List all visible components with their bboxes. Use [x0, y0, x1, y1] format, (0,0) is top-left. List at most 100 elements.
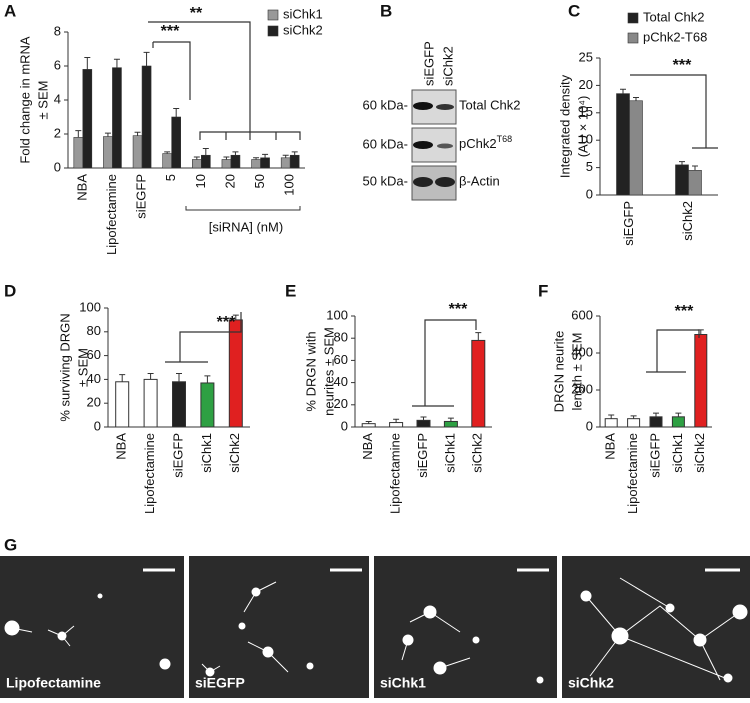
bar	[471, 339, 486, 428]
y-tick-label: 0	[341, 418, 348, 433]
x-tick-label: siEGFP	[647, 433, 662, 478]
y-tick-label: 4	[54, 91, 61, 106]
y-tick-label: 80	[87, 323, 101, 338]
bar	[443, 420, 458, 428]
x-tick-label: siEGFP	[621, 201, 636, 246]
band	[435, 177, 455, 187]
band	[413, 141, 433, 149]
micrographs: Lipofectamine siEGFP siChk1 siChk2	[0, 556, 750, 698]
significance-label: ***	[161, 23, 180, 40]
blot-sup: T68	[497, 134, 513, 144]
image-caption: siChk2	[568, 675, 614, 691]
significance-bracket	[630, 74, 718, 149]
x-tick-label: NBA	[114, 433, 129, 460]
error-bar	[633, 96, 639, 101]
panel-label: A	[4, 1, 16, 20]
group-bracket	[185, 206, 301, 211]
y-axis-label: (AU × 10⁴)	[575, 96, 590, 158]
error-bar	[262, 153, 269, 158]
x-tick-label: siEGFP	[415, 433, 430, 478]
error-bar	[365, 420, 372, 424]
band	[413, 102, 433, 110]
error-bar	[620, 88, 626, 94]
error-bar	[204, 375, 211, 383]
error-bar	[393, 418, 400, 423]
bar	[192, 159, 202, 169]
bar	[688, 170, 702, 196]
marker: 60 kDa-	[362, 97, 408, 112]
x-tick-label: Lipofectamine	[625, 433, 640, 514]
significance-bracket	[412, 319, 477, 407]
bar	[141, 65, 152, 169]
x-tick-label: 100	[282, 174, 297, 196]
significance-label: ***	[675, 303, 694, 320]
bar	[289, 154, 300, 169]
band	[436, 104, 454, 110]
legend-swatch	[267, 9, 279, 21]
y-axis-label: neurites ± SEM	[321, 327, 336, 416]
bar	[112, 67, 122, 169]
y-tick-label: 8	[54, 23, 61, 38]
bar	[82, 69, 93, 169]
y-axis-label: % surviving DRGN	[57, 313, 72, 421]
x-tick-label: Lipofectamine	[388, 433, 403, 514]
significance-label: ***	[673, 57, 692, 74]
error-bar	[113, 58, 120, 68]
bar	[162, 153, 172, 169]
error-bar	[147, 372, 154, 380]
bar	[389, 422, 404, 428]
x-tick-label: 50	[252, 174, 267, 188]
y-tick-label: 100	[79, 299, 101, 314]
error-bar	[75, 130, 82, 138]
y-tick-label: 80	[334, 330, 348, 345]
legend-label: siChk2	[283, 22, 323, 37]
bar	[616, 93, 630, 196]
significance-bracket	[148, 21, 301, 140]
error-bar	[447, 417, 454, 422]
lane-label: siChk2	[440, 46, 455, 86]
bar	[675, 164, 689, 196]
error-bar	[608, 414, 615, 419]
significance-bracket	[646, 329, 700, 373]
bar	[115, 381, 130, 428]
y-tick-label: 2	[54, 125, 61, 140]
error-bar	[291, 151, 298, 156]
x-tick-label: siChk2	[692, 433, 707, 473]
bar	[171, 116, 181, 169]
y-tick-label: 200	[571, 381, 593, 396]
x-tick-label: 10	[193, 174, 208, 188]
y-axis-label: DRGN neurite	[551, 331, 566, 413]
panel-label: G	[4, 535, 17, 554]
significance-bracket	[152, 41, 191, 100]
y-axis-label: Fold change in mRNA	[17, 36, 32, 163]
y-tick-label: 40	[87, 371, 101, 386]
x-tick-label: 5	[163, 174, 178, 181]
error-bar	[84, 57, 91, 70]
legend-label: siChk1	[283, 6, 323, 21]
x-tick-label: Lipofectamine	[142, 433, 157, 514]
x-tick-label: NBA	[360, 433, 375, 460]
micrograph	[0, 556, 184, 698]
error-bar	[692, 165, 698, 171]
bar	[260, 157, 270, 169]
y-tick-label: 0	[586, 186, 593, 201]
x-tick-label: siEGFP	[170, 433, 185, 478]
error-bar	[173, 108, 180, 117]
y-tick-label: 20	[579, 77, 593, 92]
y-tick-label: 0	[94, 418, 101, 433]
error-bar	[176, 372, 182, 382]
bar	[228, 319, 243, 428]
y-tick-label: 0	[54, 159, 61, 174]
bar	[361, 423, 376, 428]
bar	[143, 378, 158, 428]
y-axis-label: ± SEM	[35, 81, 50, 120]
bar	[649, 416, 663, 428]
significance-bracket	[165, 312, 242, 363]
blot-label: β-Actin	[459, 173, 500, 188]
panel-label: F	[538, 281, 548, 300]
bar	[103, 136, 113, 169]
error-bar	[282, 154, 289, 158]
x-tick-label: siChk1	[442, 433, 457, 473]
image-caption: siChk1	[380, 675, 426, 691]
error-bar	[119, 374, 126, 382]
